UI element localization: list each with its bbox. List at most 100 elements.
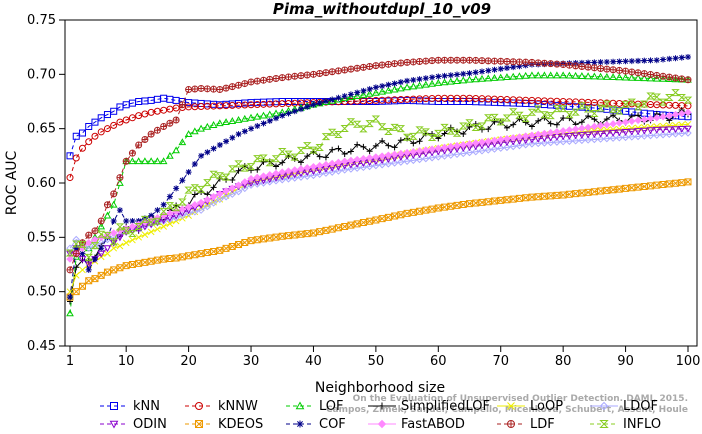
data-point (497, 65, 504, 72)
data-point (515, 141, 524, 150)
legend-label: LOF (319, 399, 344, 414)
data-point (178, 198, 187, 206)
data-point (609, 134, 617, 142)
data-point (409, 147, 418, 156)
data-point (253, 155, 262, 163)
data-point (72, 272, 80, 279)
data-point (185, 252, 193, 260)
data-point (671, 126, 680, 134)
data-point (447, 142, 455, 151)
data-point (135, 112, 143, 120)
data-point (340, 157, 349, 165)
data-point (666, 55, 673, 62)
data-point (178, 138, 187, 146)
data-point (190, 184, 200, 192)
data-point (603, 65, 611, 73)
data-point (459, 76, 468, 84)
data-point (222, 187, 230, 195)
data-point (247, 174, 255, 183)
data-point (590, 64, 598, 72)
series-ldf (66, 56, 692, 274)
data-point (621, 73, 630, 81)
data-point (653, 57, 660, 64)
data-point (683, 96, 693, 104)
data-point (216, 195, 224, 204)
data-point (334, 158, 343, 167)
data-point (134, 223, 143, 231)
data-point (91, 256, 98, 263)
data-point (559, 61, 567, 68)
data-point (621, 118, 630, 126)
data-point (384, 86, 393, 94)
data-point (602, 72, 611, 80)
data-point (216, 190, 224, 198)
x-axis: 1 10 20 30 40 50 60 70 80 90 100 (66, 346, 700, 369)
data-point (547, 60, 555, 68)
data-point (584, 63, 592, 71)
data-point (297, 173, 305, 181)
data-point (515, 72, 524, 80)
data-point (490, 136, 499, 145)
data-point (397, 211, 405, 219)
data-point (341, 222, 349, 230)
data-point (128, 114, 136, 122)
data-point (421, 80, 430, 88)
data-point (254, 123, 261, 130)
data-point (584, 131, 592, 139)
data-point (446, 127, 455, 135)
x-tick-label: 40 (305, 354, 322, 369)
data-point (515, 58, 523, 66)
data-point (377, 123, 387, 131)
data-point (547, 120, 554, 127)
data-point (590, 72, 599, 80)
data-point (602, 130, 611, 138)
legend-item-cof: COF (286, 417, 346, 432)
data-point (103, 211, 112, 219)
data-point (240, 114, 249, 122)
y-tick-label: 0.70 (27, 67, 56, 82)
data-point (397, 158, 405, 166)
data-point (66, 309, 74, 317)
data-point (203, 85, 211, 93)
data-point (434, 144, 443, 152)
data-point (210, 145, 217, 152)
data-point (360, 143, 367, 150)
data-point (447, 151, 455, 159)
data-point (610, 112, 617, 119)
data-point (672, 179, 680, 187)
data-point (209, 193, 218, 201)
y-axis: 0.45 0.50 0.55 0.60 0.65 0.70 0.75 (27, 13, 65, 354)
data-point (453, 150, 461, 159)
data-point (284, 73, 292, 81)
legend-item-ldof: LDOF (590, 399, 658, 414)
data-point (371, 115, 381, 123)
data-point (134, 157, 143, 165)
y-tick-label: 0.55 (27, 230, 56, 245)
data-point (327, 128, 337, 136)
data-point (397, 79, 404, 86)
data-point (241, 184, 249, 193)
data-point (528, 131, 536, 139)
data-point (272, 177, 280, 185)
data-point (171, 204, 181, 212)
data-point (603, 186, 611, 194)
data-point (553, 71, 561, 79)
data-point (484, 137, 492, 145)
data-point (91, 132, 99, 140)
data-point (584, 188, 592, 196)
data-point (452, 129, 462, 137)
data-point (385, 81, 392, 88)
data-point (441, 72, 448, 79)
data-point (609, 66, 617, 74)
y-tick-label: 0.65 (27, 122, 56, 137)
data-point (365, 162, 374, 171)
data-point (590, 135, 599, 144)
data-point (515, 111, 524, 119)
data-point (422, 206, 430, 214)
legend-label: ODIN (133, 417, 167, 432)
data-point (546, 138, 555, 147)
data-point (359, 63, 367, 71)
data-point (415, 126, 424, 134)
data-point (503, 196, 511, 204)
chart-title: Pima_withoutdupl_10_v09 (273, 0, 491, 18)
